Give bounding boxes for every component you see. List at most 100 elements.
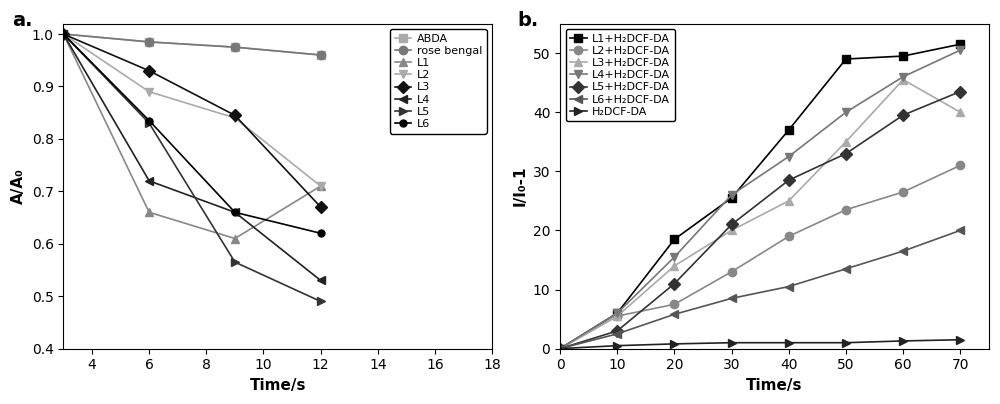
L3 xyxy=(57,32,69,36)
ABDA xyxy=(57,32,69,36)
L3+H₂DCF-DA xyxy=(783,198,795,203)
H₂DCF-DA xyxy=(554,346,566,351)
L6 xyxy=(229,210,241,215)
rose bengal xyxy=(229,45,241,50)
Line: L1: L1 xyxy=(59,30,325,243)
Legend: L1+H₂DCF-DA, L2+H₂DCF-DA, L3+H₂DCF-DA, L4+H₂DCF-DA, L5+H₂DCF-DA, L6+H₂DCF-DA, H₂: L1+H₂DCF-DA, L2+H₂DCF-DA, L3+H₂DCF-DA, L… xyxy=(566,29,675,121)
L1+H₂DCF-DA xyxy=(840,57,852,61)
L6+H₂DCF-DA xyxy=(611,331,623,336)
L5+H₂DCF-DA xyxy=(611,328,623,333)
L4+H₂DCF-DA xyxy=(840,110,852,115)
L6+H₂DCF-DA xyxy=(783,284,795,289)
L1+H₂DCF-DA xyxy=(611,311,623,316)
rose bengal xyxy=(315,53,327,57)
L2+H₂DCF-DA xyxy=(611,314,623,318)
L6 xyxy=(143,118,155,123)
Line: L6+H₂DCF-DA: L6+H₂DCF-DA xyxy=(556,226,964,353)
L1 xyxy=(315,184,327,189)
L3+H₂DCF-DA xyxy=(668,263,680,268)
L1 xyxy=(143,210,155,215)
L6+H₂DCF-DA xyxy=(840,266,852,271)
L6 xyxy=(315,231,327,236)
Text: b.: b. xyxy=(517,11,538,29)
L4+H₂DCF-DA xyxy=(726,193,738,198)
Legend: ABDA, rose bengal, L1, L2, L3, L4, L5, L6: ABDA, rose bengal, L1, L2, L3, L4, L5, L… xyxy=(390,29,487,134)
L4+H₂DCF-DA xyxy=(668,255,680,259)
L1+H₂DCF-DA xyxy=(783,128,795,133)
L6+H₂DCF-DA xyxy=(668,312,680,317)
L5+H₂DCF-DA xyxy=(840,151,852,156)
L5+H₂DCF-DA xyxy=(954,89,966,94)
Y-axis label: A/A₀: A/A₀ xyxy=(11,168,26,204)
L6+H₂DCF-DA xyxy=(554,346,566,351)
L6+H₂DCF-DA xyxy=(897,249,909,254)
L5+H₂DCF-DA xyxy=(554,346,566,351)
L5 xyxy=(143,121,155,126)
L2+H₂DCF-DA xyxy=(840,207,852,212)
L4 xyxy=(229,210,241,215)
rose bengal xyxy=(143,40,155,44)
L3+H₂DCF-DA xyxy=(611,314,623,318)
H₂DCF-DA xyxy=(897,339,909,343)
L3+H₂DCF-DA xyxy=(554,346,566,351)
L2+H₂DCF-DA xyxy=(668,302,680,307)
Line: L4: L4 xyxy=(59,30,325,285)
L1+H₂DCF-DA xyxy=(668,237,680,242)
H₂DCF-DA xyxy=(668,341,680,346)
L5 xyxy=(229,260,241,265)
L2 xyxy=(315,184,327,189)
L5+H₂DCF-DA xyxy=(783,178,795,183)
L2+H₂DCF-DA xyxy=(554,346,566,351)
Line: L3+H₂DCF-DA: L3+H₂DCF-DA xyxy=(556,76,964,353)
L6+H₂DCF-DA xyxy=(726,296,738,301)
Y-axis label: I/I₀-1: I/I₀-1 xyxy=(512,166,527,206)
L6 xyxy=(57,32,69,36)
L6+H₂DCF-DA xyxy=(954,228,966,233)
H₂DCF-DA xyxy=(611,343,623,348)
L4+H₂DCF-DA xyxy=(897,74,909,79)
L4+H₂DCF-DA xyxy=(611,311,623,316)
H₂DCF-DA xyxy=(726,340,738,345)
Line: L6: L6 xyxy=(60,31,324,237)
L3 xyxy=(315,205,327,210)
L2+H₂DCF-DA xyxy=(897,189,909,194)
H₂DCF-DA xyxy=(954,337,966,342)
ABDA xyxy=(229,45,241,50)
Line: ABDA: ABDA xyxy=(59,30,325,59)
L1+H₂DCF-DA xyxy=(954,42,966,47)
L4+H₂DCF-DA xyxy=(954,48,966,53)
Line: L5: L5 xyxy=(59,30,325,305)
L5+H₂DCF-DA xyxy=(668,281,680,286)
Line: rose bengal: rose bengal xyxy=(59,30,325,59)
L4 xyxy=(315,278,327,283)
L2 xyxy=(143,89,155,94)
Line: H₂DCF-DA: H₂DCF-DA xyxy=(556,336,964,353)
L3+H₂DCF-DA xyxy=(726,228,738,233)
Line: L3: L3 xyxy=(59,30,325,211)
H₂DCF-DA xyxy=(783,340,795,345)
L2+H₂DCF-DA xyxy=(954,163,966,168)
ABDA xyxy=(315,53,327,57)
rose bengal xyxy=(57,32,69,36)
Line: L2+H₂DCF-DA: L2+H₂DCF-DA xyxy=(556,161,964,353)
L5 xyxy=(315,299,327,304)
X-axis label: Time/s: Time/s xyxy=(250,378,306,393)
L3 xyxy=(229,113,241,118)
L2 xyxy=(229,116,241,120)
Line: L5+H₂DCF-DA: L5+H₂DCF-DA xyxy=(556,87,964,353)
L4+H₂DCF-DA xyxy=(554,346,566,351)
Text: a.: a. xyxy=(12,11,32,29)
L1+H₂DCF-DA xyxy=(554,346,566,351)
L2+H₂DCF-DA xyxy=(783,234,795,239)
L2 xyxy=(57,32,69,36)
L1 xyxy=(229,236,241,241)
L3+H₂DCF-DA xyxy=(840,139,852,144)
ABDA xyxy=(143,40,155,44)
L2+H₂DCF-DA xyxy=(726,269,738,274)
L4 xyxy=(57,32,69,36)
L4+H₂DCF-DA xyxy=(783,154,795,159)
L3+H₂DCF-DA xyxy=(954,110,966,115)
L5+H₂DCF-DA xyxy=(726,222,738,227)
Line: L1+H₂DCF-DA: L1+H₂DCF-DA xyxy=(556,40,964,353)
Line: L2: L2 xyxy=(59,30,325,190)
